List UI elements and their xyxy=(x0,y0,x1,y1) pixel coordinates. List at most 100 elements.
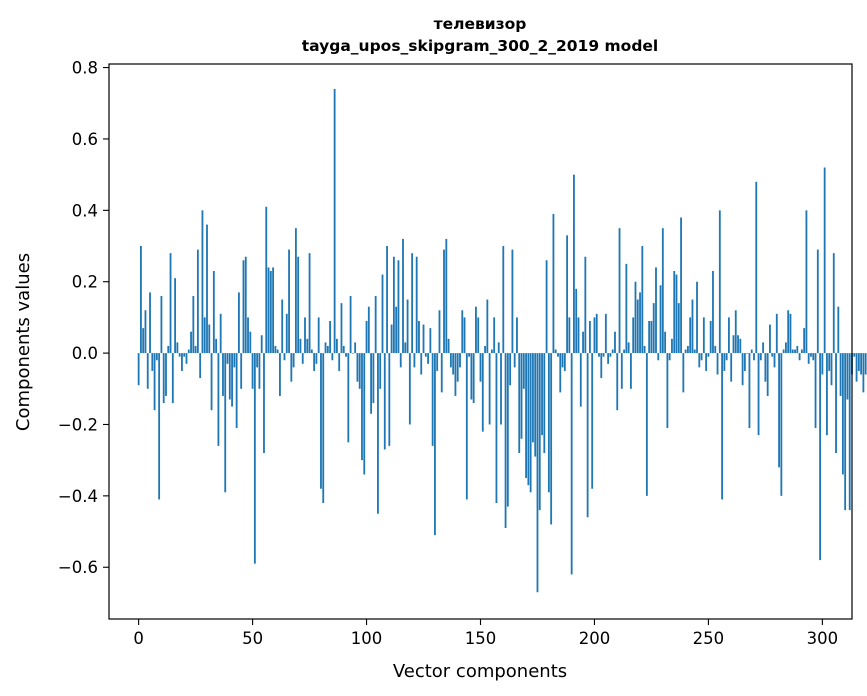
bar-103 xyxy=(372,353,375,404)
bar-253 xyxy=(714,345,717,354)
bar-152 xyxy=(484,345,486,354)
bar-285 xyxy=(787,310,790,354)
bar-300 xyxy=(821,353,824,375)
bar-140 xyxy=(456,353,459,382)
bar-198 xyxy=(588,320,591,354)
bar-280 xyxy=(775,313,778,354)
bar-28 xyxy=(201,210,204,354)
bar-209 xyxy=(614,331,616,354)
bar-312 xyxy=(848,353,851,511)
bar-239 xyxy=(682,353,685,393)
bar-208 xyxy=(611,349,614,354)
bar-294 xyxy=(807,353,810,364)
bar-35 xyxy=(217,353,220,446)
bar-317 xyxy=(860,353,863,375)
bar-19 xyxy=(181,353,183,371)
bar-76 xyxy=(310,349,313,354)
bar-81 xyxy=(322,353,325,503)
bar-213 xyxy=(623,349,625,354)
bars-group xyxy=(137,88,867,593)
bar-210 xyxy=(616,353,619,411)
bar-173 xyxy=(532,353,534,443)
bar-106 xyxy=(379,353,382,389)
bar-112 xyxy=(392,256,395,354)
bar-108 xyxy=(383,353,386,450)
bar-12 xyxy=(165,353,167,396)
bar-293 xyxy=(805,210,808,354)
bar-141 xyxy=(459,353,461,368)
bar-196 xyxy=(584,256,587,354)
bar-223 xyxy=(645,353,648,496)
bar-229 xyxy=(659,285,662,354)
bar-1 xyxy=(140,246,142,354)
bar-68 xyxy=(292,353,295,368)
bar-126 xyxy=(424,353,427,357)
y-tick-label: 0.2 xyxy=(72,273,98,292)
bar-86 xyxy=(333,88,336,354)
bar-292 xyxy=(803,328,806,354)
bar-129 xyxy=(431,353,434,446)
bar-282 xyxy=(780,353,783,496)
bar-2 xyxy=(142,328,145,354)
bar-159 xyxy=(500,353,502,425)
bar-36 xyxy=(219,313,222,354)
x-tick-label: 200 xyxy=(579,629,611,648)
bar-42 xyxy=(233,353,236,368)
bar-142 xyxy=(461,310,464,354)
bar-192 xyxy=(575,288,578,354)
bar-262 xyxy=(734,310,737,354)
bar-258 xyxy=(725,353,728,361)
bar-72 xyxy=(301,353,304,364)
bar-164 xyxy=(511,249,514,354)
bar-79 xyxy=(317,317,320,354)
bar-226 xyxy=(652,303,655,354)
bar-13 xyxy=(167,345,170,354)
bar-17 xyxy=(176,342,179,354)
bar-153 xyxy=(486,299,489,354)
bar-59 xyxy=(272,267,275,354)
bar-150 xyxy=(479,353,482,382)
y-tick-label: 0.0 xyxy=(72,344,98,363)
bar-61 xyxy=(276,349,279,354)
bar-235 xyxy=(673,271,676,354)
bar-251 xyxy=(709,320,712,354)
bar-94 xyxy=(351,353,354,354)
bar-237 xyxy=(677,303,680,354)
bar-43 xyxy=(235,353,238,429)
bar-22 xyxy=(187,349,190,354)
bar-122 xyxy=(415,256,418,354)
bar-7 xyxy=(153,353,156,411)
bar-272 xyxy=(757,353,760,436)
bar-63 xyxy=(281,299,284,354)
bar-78 xyxy=(315,353,318,364)
bar-157 xyxy=(495,353,498,503)
y-tick-label: 0.6 xyxy=(72,130,98,149)
bar-271 xyxy=(755,181,758,354)
bar-220 xyxy=(639,292,641,354)
bar-222 xyxy=(643,345,646,354)
bar-189 xyxy=(568,317,571,354)
bar-91 xyxy=(345,353,347,357)
bar-308 xyxy=(839,353,842,396)
y-axis-label: Components values xyxy=(13,253,34,431)
bar-301 xyxy=(823,167,826,354)
bar-33 xyxy=(212,271,215,354)
bar-128 xyxy=(429,328,432,354)
bar-135 xyxy=(445,238,448,354)
bar-37 xyxy=(222,353,224,396)
bar-241 xyxy=(686,345,689,354)
bar-32 xyxy=(210,353,213,411)
x-tick-label: 50 xyxy=(242,629,263,648)
bar-254 xyxy=(716,353,719,375)
bar-256 xyxy=(721,353,723,500)
y-tick-label: 0.4 xyxy=(72,201,98,220)
bar-204 xyxy=(602,353,605,357)
bar-51 xyxy=(253,353,256,564)
bar-107 xyxy=(381,274,384,354)
bar-23 xyxy=(190,331,192,354)
bar-177 xyxy=(541,353,543,436)
y-tick-label: −0.4 xyxy=(58,487,98,506)
bar-73 xyxy=(304,317,306,354)
bar-244 xyxy=(693,349,696,354)
bar-316 xyxy=(857,353,860,371)
